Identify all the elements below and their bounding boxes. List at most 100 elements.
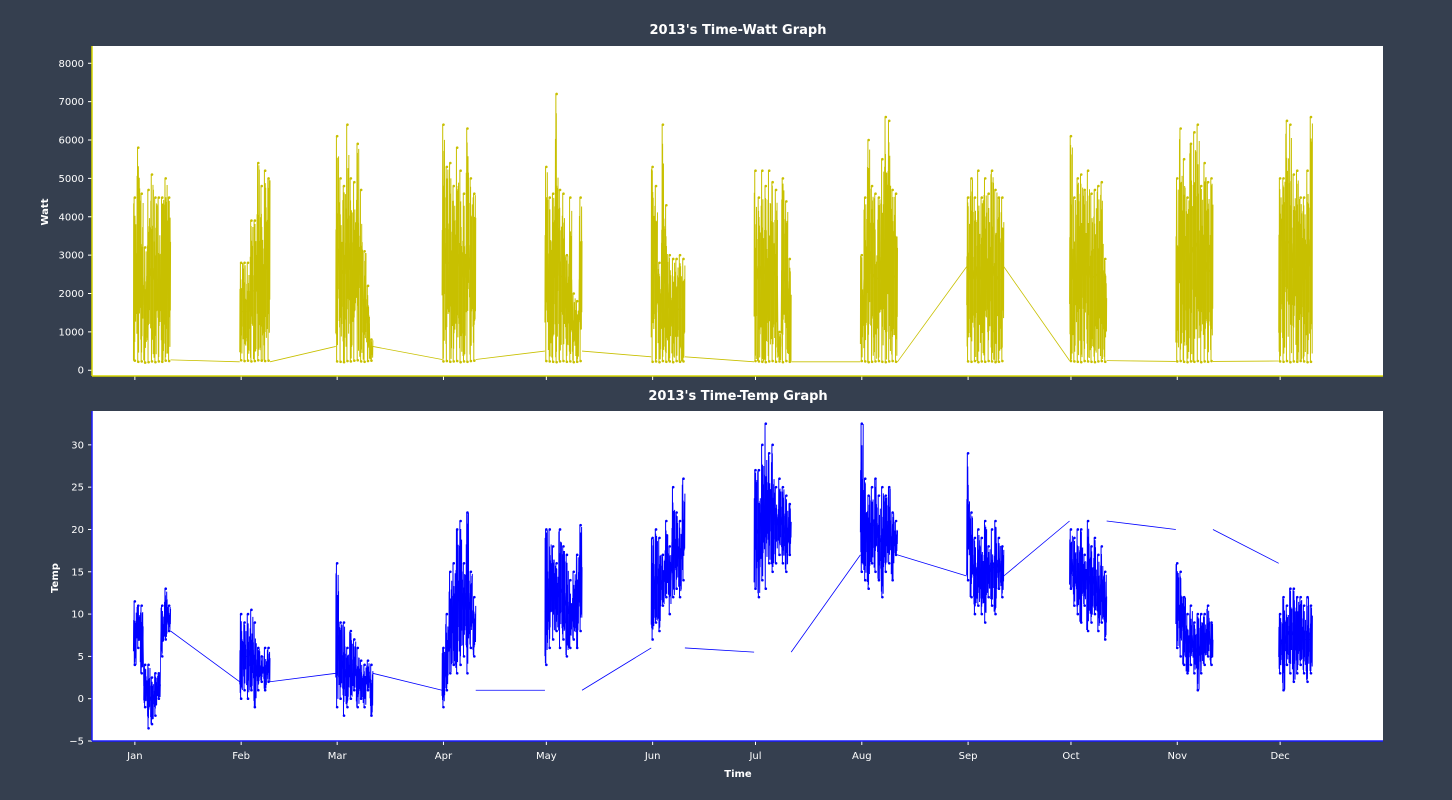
daily-trace <box>880 487 885 598</box>
daily-trace <box>355 143 360 361</box>
data-point <box>757 595 761 599</box>
data-point <box>154 196 157 199</box>
data-point <box>253 359 257 363</box>
data-point <box>555 562 558 565</box>
daily-trace <box>1072 197 1077 362</box>
data-point <box>459 360 462 364</box>
data-point <box>761 360 764 364</box>
data-point <box>551 360 555 364</box>
data-point <box>987 359 990 363</box>
data-point <box>877 494 881 497</box>
daily-trace <box>359 660 364 699</box>
daily-trace <box>990 170 994 362</box>
data-point <box>774 360 778 364</box>
data-point <box>977 604 980 607</box>
data-point <box>1090 621 1093 624</box>
data-point <box>1306 595 1309 599</box>
daily-trace <box>448 571 453 674</box>
daily-trace <box>681 478 686 581</box>
data-point <box>147 727 150 730</box>
data-point <box>877 359 881 363</box>
data-point <box>860 253 864 257</box>
data-point <box>349 629 353 633</box>
data-point <box>1210 621 1213 624</box>
data-point <box>1100 621 1104 624</box>
daily-trace <box>770 444 775 572</box>
daily-trace <box>1192 622 1197 674</box>
daily-trace <box>1298 197 1303 362</box>
data-point <box>1069 359 1073 363</box>
data-point <box>1206 655 1210 658</box>
data-point <box>785 359 788 363</box>
daily-trace <box>787 258 792 362</box>
daily-trace <box>1178 571 1183 657</box>
data-point <box>243 359 246 363</box>
data-point <box>452 184 456 188</box>
daily-trace <box>139 193 144 362</box>
daily-trace <box>160 605 165 657</box>
data-point <box>147 188 150 192</box>
daily-trace <box>246 262 250 361</box>
daily-trace <box>455 529 460 674</box>
data-point <box>167 196 171 199</box>
data-point <box>1289 672 1292 675</box>
daily-trace <box>763 423 768 589</box>
daily-trace <box>1178 128 1183 362</box>
data-point <box>136 604 140 607</box>
data-point <box>359 360 363 363</box>
data-point <box>973 196 977 199</box>
y-tick-label: 5 <box>78 652 84 663</box>
data-point <box>449 672 452 675</box>
data-point <box>990 360 994 363</box>
data-point <box>250 688 253 692</box>
daily-trace <box>441 124 446 362</box>
daily-trace <box>873 193 878 362</box>
data-point <box>545 528 548 531</box>
daily-trace <box>774 189 778 362</box>
daily-trace <box>352 182 357 361</box>
daily-trace <box>1185 197 1190 363</box>
data-point <box>473 359 476 362</box>
data-point <box>1182 157 1186 161</box>
daily-trace <box>565 255 569 362</box>
data-point <box>987 192 990 196</box>
data-point <box>990 604 994 607</box>
data-point <box>1282 595 1285 599</box>
daily-trace <box>1103 258 1108 362</box>
data-point <box>651 360 654 364</box>
daily-trace <box>469 571 473 648</box>
temp-y-axis-label: Temp <box>50 563 61 593</box>
daily-trace <box>578 197 583 362</box>
data-point <box>267 680 270 684</box>
data-point <box>781 562 785 565</box>
data-point <box>877 578 881 582</box>
daily-trace <box>873 478 878 572</box>
data-point <box>863 578 867 582</box>
x-tick-label: Nov <box>1167 751 1187 762</box>
data-point <box>1193 131 1196 134</box>
daily-trace <box>983 178 988 362</box>
daily-trace <box>887 487 892 564</box>
data-point <box>160 655 164 658</box>
data-point <box>370 663 373 667</box>
data-point <box>764 184 768 188</box>
daily-trace <box>561 546 566 640</box>
data-point <box>1086 360 1090 363</box>
data-point <box>973 359 977 363</box>
data-point <box>966 360 970 363</box>
daily-trace <box>448 163 453 362</box>
watt-chart: 2013's Time-Watt Graph 0 1000 2000 3000 4000… <box>40 23 1383 380</box>
daily-trace <box>156 197 161 362</box>
data-point <box>1203 663 1206 667</box>
data-point <box>1193 360 1196 364</box>
daily-trace <box>1281 178 1286 362</box>
data-point <box>246 697 250 700</box>
daily-trace <box>369 339 374 361</box>
data-point <box>1079 528 1083 531</box>
data-point <box>342 360 346 364</box>
data-point <box>1179 570 1182 574</box>
data-point <box>990 528 994 531</box>
daily-trace <box>575 554 580 648</box>
daily-trace <box>1096 554 1101 632</box>
daily-trace <box>547 197 552 362</box>
